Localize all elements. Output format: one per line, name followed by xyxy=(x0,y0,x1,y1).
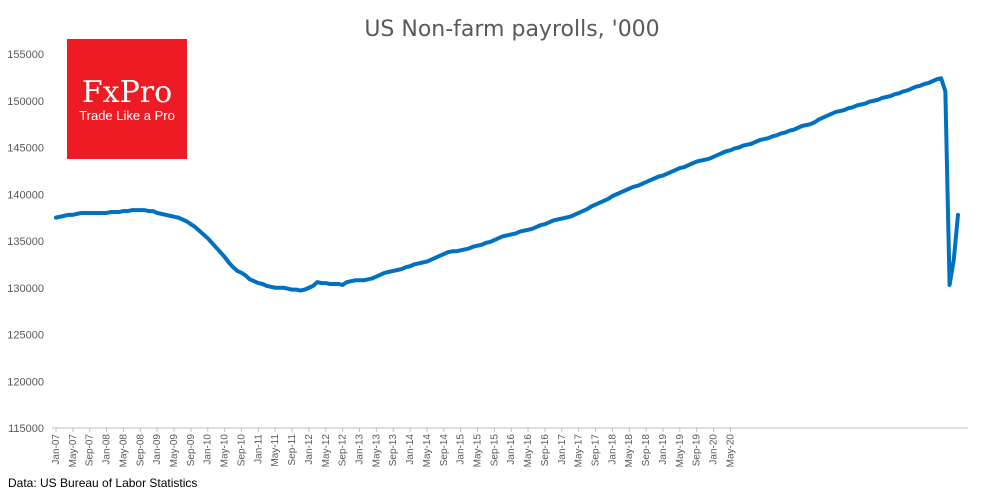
x-tick-label: Sep-19 xyxy=(692,434,703,467)
y-tick-label: 145000 xyxy=(7,143,44,155)
x-tick-label: May-13 xyxy=(371,434,382,468)
x-tick-label: Sep-12 xyxy=(338,434,349,467)
x-tick-label: May-18 xyxy=(624,434,635,468)
x-tick-label: Jan-15 xyxy=(456,434,467,465)
y-tick-label: 130000 xyxy=(7,283,44,295)
x-tick-label: May-08 xyxy=(118,434,129,468)
y-tick-label: 140000 xyxy=(7,189,44,201)
series-line-payrolls xyxy=(54,76,960,293)
y-tick-label: 125000 xyxy=(7,330,44,342)
x-tick-label: Sep-13 xyxy=(388,434,399,467)
x-tick-label: May-15 xyxy=(472,434,483,468)
x-tick-label: May-14 xyxy=(422,434,433,468)
y-axis: 115000 120000 125000 130000 135000 140000 1450… xyxy=(7,49,44,435)
logo-tagline: Trade Like a Pro xyxy=(79,108,175,123)
x-tick-label: Jan-20 xyxy=(709,434,720,465)
x-tick-label: Jan-08 xyxy=(102,434,113,465)
x-tick-label: May-16 xyxy=(523,434,534,468)
fxpro-logo: FxPro Trade Like a Pro xyxy=(67,39,187,159)
x-tick-label: Jan-16 xyxy=(506,434,517,465)
x-tick-label: Jan-19 xyxy=(658,434,669,465)
x-tick-label: May-12 xyxy=(321,434,332,468)
x-tick-label: May-20 xyxy=(725,434,736,468)
x-axis: Jan-07 May-07 Sep-07 Jan-08 May-08 Sep-08 Jan-… xyxy=(51,428,736,467)
x-tick-label: May-19 xyxy=(675,434,686,468)
x-tick-label: Sep-10 xyxy=(236,434,247,467)
x-tick-label: Jan-17 xyxy=(557,434,568,465)
x-tick-label: May-17 xyxy=(574,434,585,468)
x-tick-label: Jan-10 xyxy=(203,434,214,465)
chart-title: US Non-farm payrolls, '000 xyxy=(364,17,659,42)
y-tick-label: 115000 xyxy=(8,423,44,435)
x-tick-label: Sep-07 xyxy=(85,434,96,467)
x-tick-label: Sep-15 xyxy=(489,434,500,467)
x-tick-label: Sep-14 xyxy=(439,434,450,467)
y-tick-label: 120000 xyxy=(7,376,44,388)
x-tick-label: Sep-08 xyxy=(135,434,146,467)
x-tick-label: May-07 xyxy=(68,434,79,468)
x-tick-label: Jan-18 xyxy=(607,434,618,465)
x-tick-label: Jan-12 xyxy=(304,434,315,465)
x-tick-label: May-10 xyxy=(220,434,231,468)
x-tick-label: Jan-11 xyxy=(253,434,264,464)
x-tick-label: Sep-16 xyxy=(540,434,551,467)
logo-box xyxy=(67,39,187,159)
x-tick-label: May-11 xyxy=(270,434,281,467)
x-tick-label: Sep-09 xyxy=(186,434,197,467)
logo-wordmark: FxPro xyxy=(82,75,172,110)
source-note: Data: US Bureau of Labor Statistics xyxy=(8,476,197,490)
y-tick-label: 135000 xyxy=(7,236,44,248)
x-tick-label: Sep-17 xyxy=(591,434,602,467)
x-tick-label: May-09 xyxy=(169,434,180,468)
x-tick-label: Jan-13 xyxy=(354,434,365,465)
x-tick-label: Sep-11 xyxy=(287,434,298,466)
x-tick-label: Sep-18 xyxy=(641,434,652,467)
y-tick-label: 150000 xyxy=(7,96,44,108)
x-tick-label: Jan-14 xyxy=(405,434,416,465)
x-tick-label: Jan-09 xyxy=(152,434,163,465)
x-tick-label: Jan-07 xyxy=(51,434,62,465)
y-tick-label: 155000 xyxy=(7,49,44,61)
